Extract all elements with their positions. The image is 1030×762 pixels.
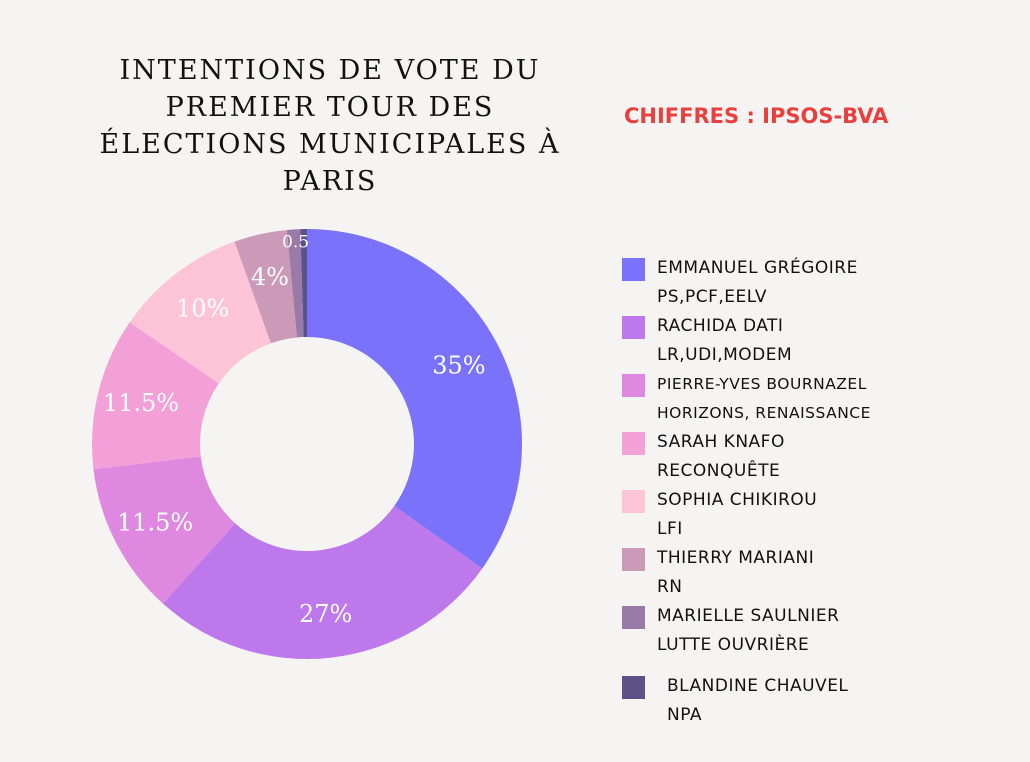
legend-name: RACHIDA DATI [657,316,784,336]
source-label: CHIFFRES : IPSOS-BVA [624,104,889,128]
legend-party: NPA [667,705,703,725]
legend-label: PIERRE-YVES BOURNAZEL HORIZONS, RENAISSAN… [657,370,871,428]
legend-swatch [622,432,645,455]
legend-name: MARIELLE SAULNIER [657,606,840,626]
legend-label: THIERRY MARIANI RN [657,544,814,602]
slice-label: 27% [299,600,352,628]
legend-party: RECONQUÊTE [657,461,781,481]
legend-label: BLANDINE CHAUVEL NPA [667,672,848,730]
legend-name: SARAH KNAFO [657,432,785,452]
slice-6 [286,229,304,338]
slice-1 [162,505,483,659]
slice-3 [92,322,219,470]
slice-label: 11.5% [117,508,193,536]
legend-label: MARIELLE SAULNIER LUTTE OUVRIÈRE [657,602,839,660]
legend-party: LFI [657,519,683,539]
slice-label: 35% [432,352,485,380]
legend-party: HORIZONS, RENAISSANCE [657,404,871,422]
legend-party: PS,PCF,EELV [657,287,767,307]
slice-7 [300,229,307,338]
legend-swatch [622,676,645,699]
slice-label: 11.5% [103,389,179,417]
slice-4 [129,241,271,384]
legend-label: EMMANUEL GRÉGOIRE PS,PCF,EELV [657,254,858,312]
legend-swatch [622,374,645,397]
legend-label: SOPHIA CHIKIROU LFI [657,486,817,544]
slice-label: 10% [176,295,229,323]
slice-label: 0.5 [282,232,309,252]
legend-label: SARAH KNAFO RECONQUÊTE [657,428,785,486]
chart-title: INTENTIONS DE VOTE DU PREMIER TOUR DES É… [99,55,561,197]
legend-party: RN [657,577,683,597]
slice-label: 4% [251,263,289,291]
legend-name: PIERRE-YVES BOURNAZEL [657,375,867,393]
legend-name: EMMANUEL GRÉGOIRE [657,258,858,278]
legend-party: LUTTE OUVRIÈRE [657,635,810,655]
legend-swatch [622,316,645,339]
legend-swatch [622,258,645,281]
legend-name: BLANDINE CHAUVEL [667,676,849,696]
slice-5 [234,229,297,344]
legend-party: LR,UDI,MODEM [657,345,793,365]
legend-name: THIERRY MARIANI [657,548,815,568]
legend-swatch [622,548,645,571]
legend-swatch [622,606,645,629]
legend-label: RACHIDA DATI LR,UDI,MODEM [657,312,792,370]
legend-swatch [622,490,645,513]
legend-name: SOPHIA CHIKIROU [657,490,818,510]
slice-0 [307,229,522,569]
slice-2 [93,456,236,604]
